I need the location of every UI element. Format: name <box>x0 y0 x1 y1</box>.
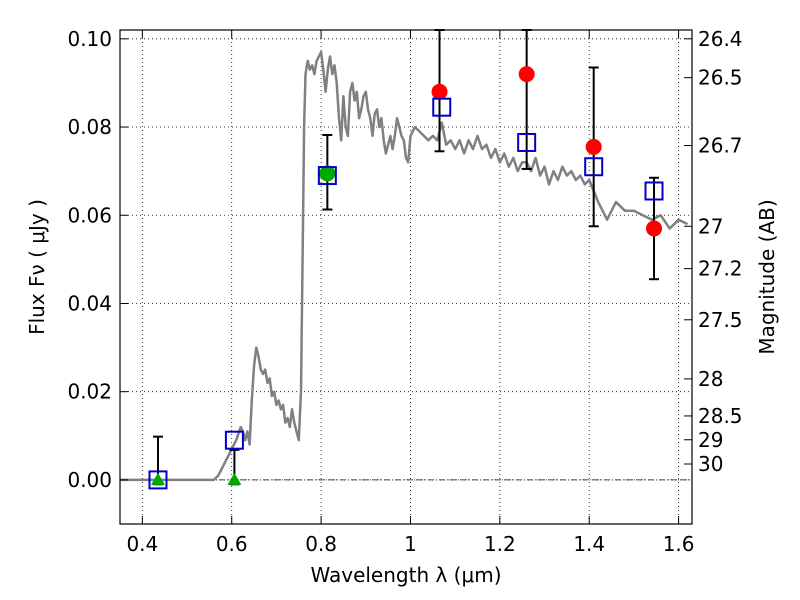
right-tick-label: 26.7 <box>698 134 743 158</box>
detection-error-bar <box>521 29 532 170</box>
y-tick-label: 0.06 <box>67 203 112 227</box>
x-axis-label: Wavelength λ (μm) <box>310 563 501 587</box>
right-tick-label: 28 <box>698 367 723 391</box>
model-photometry-square <box>224 430 244 450</box>
detection-point <box>518 66 535 83</box>
x-tick-label: 1 <box>404 532 417 556</box>
right-tick-label: 26.4 <box>698 27 743 51</box>
right-tick-label: 30 <box>698 452 723 476</box>
plot-area <box>120 29 689 490</box>
model-photometry-square <box>432 97 452 117</box>
right-tick-label: 26.5 <box>698 66 743 90</box>
y-tick-label: 0.04 <box>67 291 112 315</box>
x-tick-label: 0.6 <box>216 532 248 556</box>
right-axis-label: Magnitude (AB) <box>755 199 779 354</box>
right-tick-label: 27 <box>698 214 723 238</box>
right-tick-label: 27.2 <box>698 257 743 281</box>
model-photometry-square <box>148 470 168 490</box>
y-tick-label: 0.02 <box>67 380 112 404</box>
y-tick-label: 0.08 <box>67 115 112 139</box>
x-tick-label: 1.2 <box>484 532 516 556</box>
non-detection-triangle <box>150 472 165 485</box>
detection-point <box>585 138 602 155</box>
y-tick-label: 0.00 <box>67 468 112 492</box>
detection-point <box>646 220 663 237</box>
detection-point <box>431 83 448 100</box>
right-tick-label: 29 <box>698 428 723 452</box>
x-tick-label: 1.6 <box>663 532 695 556</box>
non-detection-triangle <box>227 472 242 485</box>
y-axis-label: Flux Fν ( μJy ) <box>25 199 49 335</box>
model-photometry-square <box>317 166 337 186</box>
model-photometry-square <box>644 181 664 201</box>
x-tick-label: 1.4 <box>573 532 605 556</box>
model-photometry-square <box>517 132 537 152</box>
right-tick-label: 28.5 <box>698 404 743 428</box>
y-tick-label: 0.10 <box>67 27 112 51</box>
model-photometry-square <box>584 157 604 177</box>
axis-ticks: 0.4 0.6 0.8 1 1.2 1.4 1.6 0.00 0.02 0.04 0.06 0.08 0… <box>67 27 742 556</box>
x-tick-label: 0.4 <box>126 532 158 556</box>
detection-point <box>319 165 336 182</box>
plot-frame <box>119 29 693 525</box>
spectrum-line <box>120 50 689 482</box>
x-tick-label: 0.8 <box>305 532 337 556</box>
grid <box>120 30 692 524</box>
right-tick-label: 27.5 <box>698 308 743 332</box>
